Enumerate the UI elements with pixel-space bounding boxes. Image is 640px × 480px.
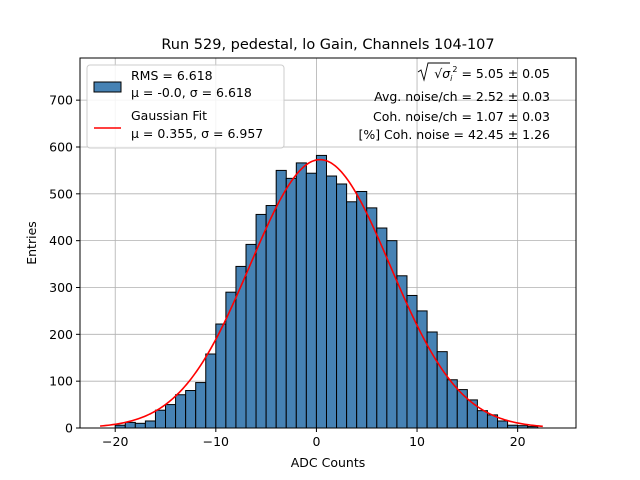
x-tick-label: 20 [510, 434, 526, 449]
histogram-bar [185, 390, 197, 429]
histogram-bar [285, 177, 297, 429]
legend-histogram-line1: RMS = 6.618 [131, 68, 213, 83]
histogram-bar [476, 410, 488, 429]
svg-text:√σi2 = 5.05 ± 0.05: √σi2 = 5.05 ± 0.05 [434, 65, 550, 83]
y-tick-label: 200 [49, 327, 73, 342]
annotations: √σi2 = 5.05 ± 0.05 Avg. noise/ch = 2.52 … [358, 62, 550, 142]
annotation-sigma-sub: i [450, 74, 453, 83]
sqrt-sign-icon [417, 62, 450, 82]
histogram-bar [497, 420, 509, 429]
histogram-bar [325, 175, 338, 429]
y-tick-label: 100 [49, 374, 73, 389]
histogram-bar [336, 183, 348, 429]
histogram-bar [215, 323, 227, 429]
annotation-sigma-sup: 2 [452, 65, 457, 74]
gaussian-fit-curve [100, 158, 543, 428]
histogram-bar [315, 154, 327, 429]
x-axis-label: ADC Counts [291, 455, 366, 470]
y-tick-label: 300 [49, 280, 73, 295]
annotation-coh-noise: Coh. noise/ch = 1.07 ± 0.03 [373, 109, 550, 124]
annotation-coh-noise-percent: [%] Coh. noise = 42.45 ± 1.26 [358, 127, 550, 142]
annotation-avg-noise: Avg. noise/ch = 2.52 ± 0.03 [374, 89, 550, 104]
histogram-bar [165, 404, 177, 429]
y-tick-label: 600 [49, 139, 73, 154]
histogram-bar [134, 422, 146, 429]
histogram-bar [195, 382, 207, 429]
x-tick-label: 0 [312, 434, 320, 449]
plot-frame [79, 57, 577, 429]
histogram-bar [154, 409, 167, 429]
y-tick-label: 500 [49, 186, 73, 201]
histogram-bar [356, 190, 368, 429]
y-axis-label: Entries [24, 221, 39, 265]
histogram-bar [175, 394, 187, 429]
histogram-bar [235, 265, 247, 429]
histogram-bar [265, 205, 277, 429]
y-tick-label: 0 [65, 421, 73, 436]
legend-histogram-swatch [93, 81, 122, 93]
histogram-bar [124, 421, 136, 429]
histogram-bar [225, 291, 237, 429]
histogram-bar [144, 420, 156, 429]
annotation-sigma-value: = 5.05 ± 0.05 [457, 66, 550, 81]
histogram-bar [456, 389, 468, 429]
histogram-bars [114, 154, 539, 429]
histogram-bar [275, 169, 287, 429]
histogram-bar [366, 207, 378, 429]
chart-title: Run 529, pedestal, lo Gain, Channels 104… [161, 37, 494, 53]
annotation-sigma: √σi2 = 5.05 ± 0.05 [417, 62, 550, 83]
histogram-bar [295, 162, 307, 429]
x-tick-label: −20 [102, 434, 128, 449]
legend-fit-line2: μ = 0.355, σ = 6.957 [131, 126, 263, 141]
histogram-bar [305, 172, 317, 429]
annotation-sigma-symbol: √σ [434, 66, 451, 81]
histogram-bar [396, 275, 408, 429]
y-tick-label: 700 [49, 93, 73, 108]
x-tick-label: 10 [409, 434, 425, 449]
histogram-bar [346, 201, 358, 429]
legend: RMS = 6.618 μ = -0.0, σ = 6.618 Gaussian… [86, 64, 285, 149]
y-tick-label: 400 [49, 233, 73, 248]
histogram-bar [376, 227, 388, 429]
legend-box [86, 64, 285, 149]
x-tick-label: −10 [203, 434, 229, 449]
gaussian-fit [100, 158, 543, 428]
legend-histogram-line2: μ = -0.0, σ = 6.618 [131, 85, 252, 100]
histogram-bar [205, 353, 217, 429]
legend-fit-line1: Gaussian Fit [131, 108, 207, 123]
histogram-bar [466, 399, 478, 429]
